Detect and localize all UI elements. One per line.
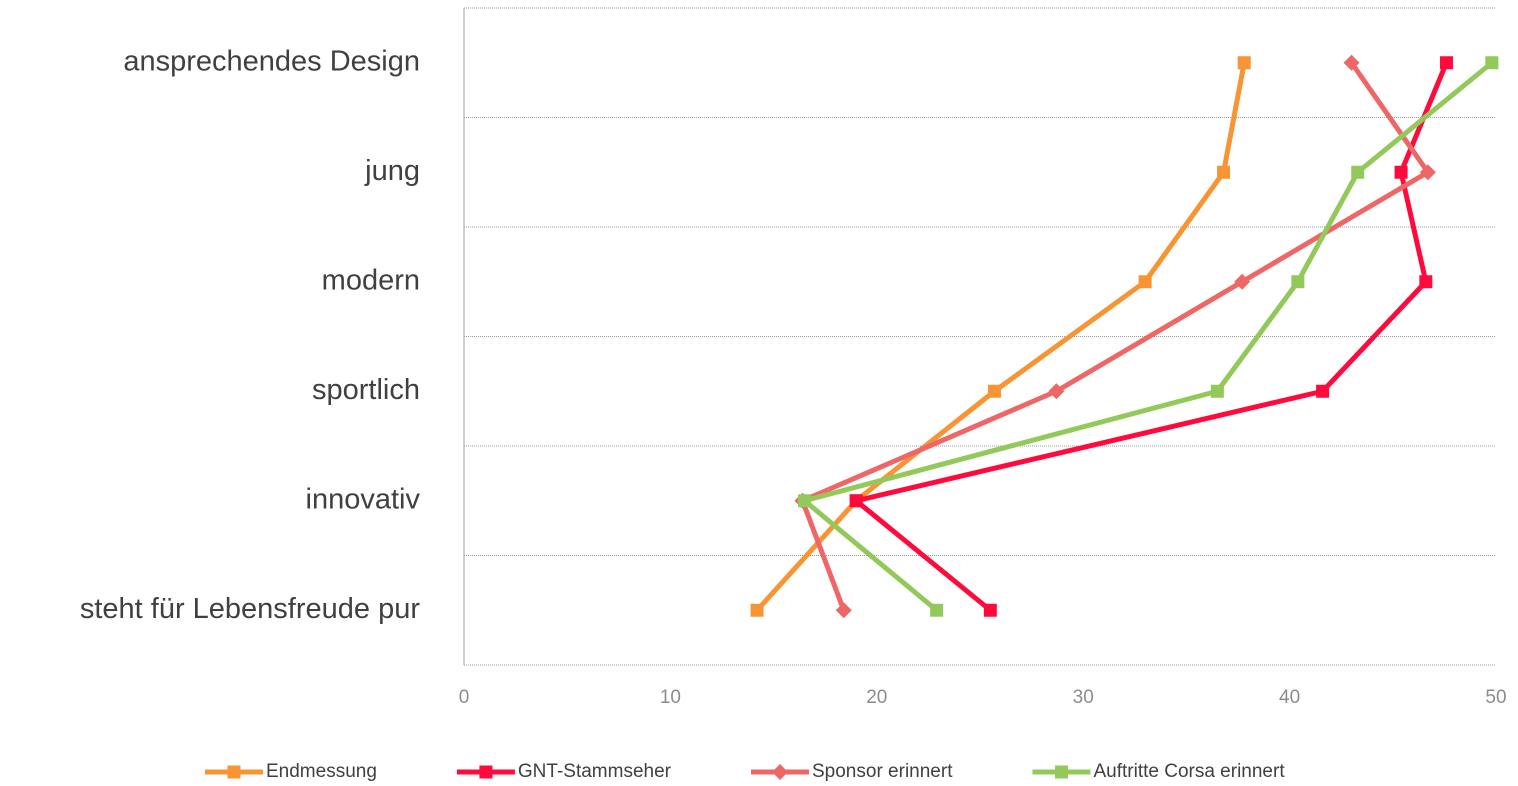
data-point bbox=[1234, 273, 1251, 290]
series-line bbox=[853, 61, 1449, 613]
legend-label: Auftritte Corsa erinnert bbox=[1093, 761, 1285, 782]
data-point bbox=[835, 602, 852, 619]
data-point bbox=[1394, 165, 1408, 179]
legend-marker bbox=[479, 765, 493, 779]
x-tick-label: 10 bbox=[660, 687, 681, 708]
x-tick-label: 0 bbox=[459, 687, 470, 708]
category-label: innovativ bbox=[306, 483, 421, 515]
legend-label: GNT-Stammseher bbox=[518, 761, 672, 782]
category-label: modern bbox=[322, 264, 420, 296]
legend-marker bbox=[1054, 765, 1068, 779]
data-point bbox=[798, 494, 812, 508]
legend-label: Sponsor erinnert bbox=[812, 761, 953, 782]
data-point bbox=[983, 603, 997, 617]
category-label: steht für Lebensfreude pur bbox=[80, 593, 421, 625]
data-point bbox=[1343, 54, 1360, 71]
data-point bbox=[1210, 384, 1224, 398]
legend-marker bbox=[772, 764, 788, 780]
category-label: jung bbox=[364, 155, 420, 187]
series-line bbox=[755, 62, 1247, 612]
data-point bbox=[1048, 383, 1065, 400]
data-point bbox=[1419, 164, 1436, 181]
data-point bbox=[1316, 384, 1330, 398]
legend-label: Endmessung bbox=[266, 761, 377, 782]
data-point bbox=[849, 494, 863, 508]
series-line bbox=[802, 60, 1494, 613]
data-point bbox=[1485, 56, 1499, 70]
data-point bbox=[1439, 56, 1453, 70]
legend-marker bbox=[227, 765, 241, 779]
data-point bbox=[750, 603, 764, 617]
series-line bbox=[799, 61, 1431, 612]
data-point bbox=[1291, 275, 1305, 289]
data-point bbox=[930, 603, 944, 617]
x-tick-label: 50 bbox=[1485, 687, 1506, 708]
data-point bbox=[1217, 165, 1231, 179]
category-label: ansprechendes Design bbox=[123, 45, 420, 77]
x-tick-label: 20 bbox=[866, 687, 887, 708]
x-tick-label: 30 bbox=[1073, 687, 1094, 708]
data-point bbox=[987, 384, 1001, 398]
data-point bbox=[1237, 56, 1251, 70]
data-point bbox=[1138, 275, 1152, 289]
category-label: sportlich bbox=[312, 374, 420, 406]
data-point bbox=[1419, 275, 1433, 289]
data-point bbox=[1351, 165, 1365, 179]
x-tick-label: 40 bbox=[1279, 687, 1300, 708]
